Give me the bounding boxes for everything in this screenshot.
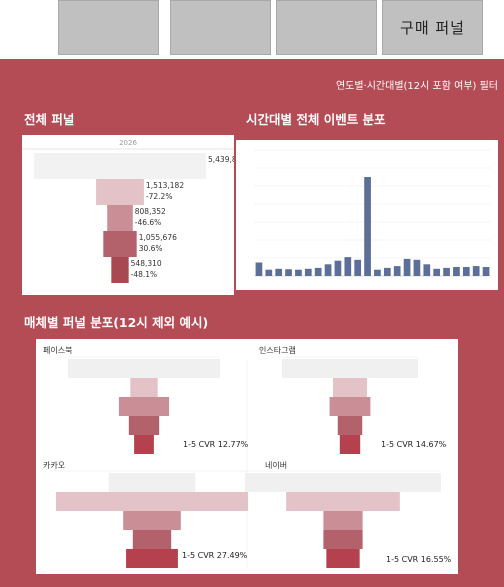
hourly-bar-4 — [295, 269, 302, 276]
hourly-bar-3 — [285, 269, 292, 276]
cvr-instagram: 1-5 CVR 14.67% — [381, 440, 447, 449]
hourly-bar-15 — [403, 258, 411, 276]
filter-note[interactable]: 연도별·시간대별(12시 포함 여부) 필터 — [335, 81, 498, 92]
channel-title-naver: 네이버 — [265, 461, 288, 470]
main-panel: 연도별·시간대별(12시 포함 여부) 필터 전체 퍼널 시간대별 전체 이벤트… — [0, 59, 504, 587]
channel-title-facebook: 페이스북 — [43, 346, 73, 355]
overall-funnel-chart: 2026 5,439,820 1,513,182 -72.2% 808,352 -46.6… — [22, 139, 234, 283]
hourly-events-chart — [254, 149, 491, 277]
hourly-bar-5 — [304, 268, 312, 276]
funnel-bar-1 — [34, 153, 206, 179]
channel-4-funnel-bar-1 — [245, 473, 441, 492]
hourly-bar-21 — [462, 267, 470, 276]
channel-2-funnel-bar-4 — [337, 416, 363, 435]
channel-3-funnel-bar-5 — [126, 549, 178, 568]
channel-4-funnel-bar-2 — [286, 492, 400, 511]
channel-1-funnel-bar-1 — [68, 359, 220, 378]
hourly-bar-23 — [482, 267, 490, 276]
funnel-rate-label-3: -46.6% — [135, 218, 162, 227]
channel-4-funnel-bar-3 — [323, 511, 363, 530]
funnel-value-label-5: 548,310 — [131, 259, 162, 268]
hourly-events-card — [236, 140, 498, 290]
hourly-bar-6 — [314, 267, 322, 276]
hourly-bar-18 — [433, 268, 441, 276]
hourly-bar-16 — [413, 259, 421, 276]
channel-2-funnel-bar-1 — [282, 359, 418, 378]
hourly-bar-11 — [364, 177, 371, 276]
cvr-kakao: 1-5 CVR 27.49% — [182, 551, 248, 560]
hourly-bar-19 — [443, 267, 450, 276]
channel-1-funnel-bar-5 — [134, 435, 154, 454]
channel-funnel-title: 매체별 퍼널 분포(12시 제외 예시) — [24, 315, 209, 330]
tab-purchase-funnel[interactable]: 구매 퍼널 — [382, 0, 483, 55]
hourly-bar-22 — [472, 266, 480, 276]
hourly-bar-13 — [383, 267, 391, 276]
channel-title-kakao: 카카오 — [43, 461, 66, 470]
channel-2-funnel-bar-3 — [329, 397, 371, 416]
funnel-rate-label-2: -72.2% — [146, 192, 173, 201]
cvr-facebook: 1-5 CVR 12.77% — [183, 440, 249, 449]
funnel-bar-5 — [111, 257, 129, 283]
channel-3-funnel-bar-4 — [132, 530, 172, 549]
funnel-rate-label-4: 30.6% — [139, 244, 163, 253]
hourly-bar-8 — [334, 260, 342, 276]
funnel-bar-2 — [96, 179, 144, 205]
hourly-bar-17 — [423, 264, 431, 276]
hourly-events-title: 시간대별 전체 이벤트 분포 — [246, 112, 386, 127]
funnel-value-label-4: 1,055,676 — [139, 233, 177, 242]
hourly-bar-10 — [354, 259, 362, 276]
channel-title-instagram: 인스타그램 — [259, 346, 296, 355]
channel-2-funnel-bar-2 — [333, 378, 367, 397]
hourly-bar-7 — [324, 264, 332, 276]
overall-funnel-title: 전체 퍼널 — [24, 112, 75, 127]
overall-funnel-card: 2026 5,439,820 1,513,182 -72.2% 808,352 -46.6… — [22, 135, 234, 295]
channel-3-funnel-bar-2 — [56, 492, 248, 511]
funnel-value-label-3: 808,352 — [135, 207, 166, 216]
hourly-bar-2 — [275, 268, 283, 276]
tab-1[interactable] — [58, 0, 159, 55]
funnel-rate-label-5: -48.1% — [131, 270, 158, 279]
channel-1-funnel-bar-2 — [130, 378, 158, 397]
hourly-bar-9 — [344, 257, 352, 276]
channel-4-funnel-bar-5 — [326, 549, 360, 568]
funnel-column-header: 2026 — [119, 139, 137, 147]
hourly-bar-0 — [255, 262, 263, 276]
channel-3-funnel-bar-1 — [108, 473, 196, 492]
channel-4-funnel-bar-4 — [323, 530, 363, 549]
channel-funnel-chart — [56, 356, 441, 568]
funnel-value-label-1: 5,439,820 — [208, 155, 234, 164]
channel-1-funnel-bar-3 — [118, 397, 170, 416]
hourly-bar-14 — [393, 266, 401, 276]
tab-3[interactable] — [276, 0, 377, 55]
funnel-value-label-2: 1,513,182 — [146, 181, 184, 190]
hourly-bar-12 — [374, 269, 381, 276]
cvr-naver: 1-5 CVR 16.55% — [386, 555, 452, 564]
tab-2[interactable] — [170, 0, 271, 55]
channel-2-funnel-bar-5 — [339, 435, 361, 454]
hourly-bar-1 — [265, 269, 273, 276]
channel-funnel-card: 페이스북 인스타그램 카카오 네이버 1-5 CVR 12.77% 1-5 CV… — [36, 339, 458, 574]
funnel-bar-4 — [103, 231, 137, 257]
channel-1-funnel-bar-4 — [128, 416, 160, 435]
funnel-bar-3 — [107, 205, 133, 231]
hourly-bar-20 — [453, 267, 460, 276]
channel-3-funnel-bar-3 — [123, 511, 181, 530]
tab-purchase-funnel-label: 구매 퍼널 — [400, 19, 465, 37]
